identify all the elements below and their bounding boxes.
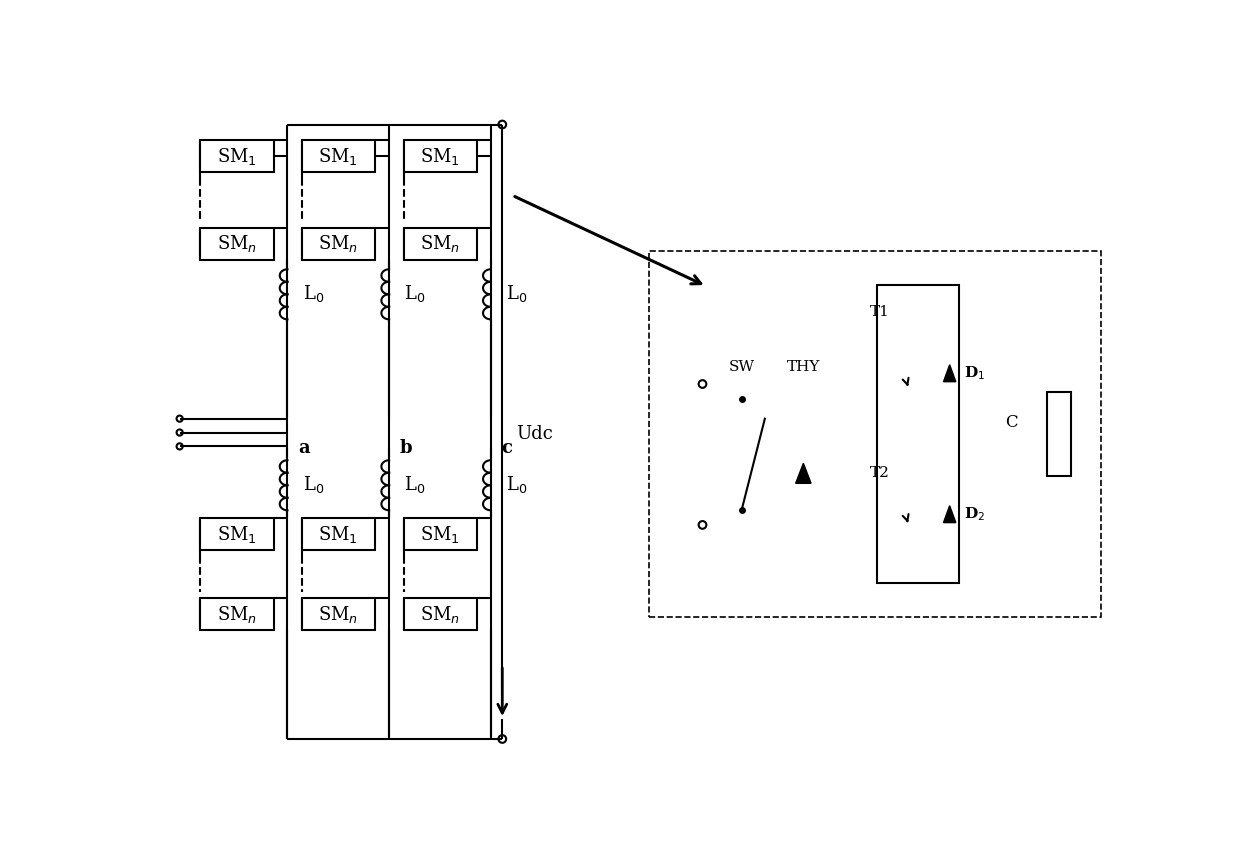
Text: SM$_n$: SM$_n$ [217,233,257,254]
Text: b: b [399,439,413,457]
Bar [303,518,376,550]
Text: L$_0$: L$_0$ [404,283,425,305]
Bar [404,598,477,631]
Text: THY: THY [786,360,820,374]
Text: D$_2$: D$_2$ [963,505,985,523]
Bar [404,140,477,172]
Text: T1: T1 [870,305,890,319]
Bar [650,251,1101,617]
Text: C: C [1006,414,1018,431]
Bar [201,140,274,172]
Text: SM$_n$: SM$_n$ [420,233,460,254]
Bar [201,518,274,550]
Bar [303,140,376,172]
Text: a: a [299,439,310,457]
Polygon shape [796,463,811,483]
Text: SM$_1$: SM$_1$ [217,146,257,166]
Text: T2: T2 [870,467,890,480]
Text: SM$_1$: SM$_1$ [217,523,257,545]
Text: SM$_n$: SM$_n$ [420,604,460,625]
Bar [303,227,376,260]
Bar [877,286,959,583]
Text: SM$_1$: SM$_1$ [319,146,358,166]
Text: D$_1$: D$_1$ [963,365,985,382]
Text: SM$_n$: SM$_n$ [319,233,358,254]
Text: SM$_n$: SM$_n$ [319,604,358,625]
Text: SM$_1$: SM$_1$ [319,523,358,545]
Bar [303,598,376,631]
Bar [201,598,274,631]
Bar [404,227,477,260]
Bar [201,227,274,260]
Text: SW: SW [729,360,755,374]
Text: c: c [501,439,512,457]
Text: SM$_n$: SM$_n$ [217,604,257,625]
Text: SM$_1$: SM$_1$ [420,146,460,166]
Text: L$_0$: L$_0$ [303,283,324,305]
Text: L$_0$: L$_0$ [404,474,425,495]
Text: SM$_1$: SM$_1$ [420,523,460,545]
Bar [404,518,477,550]
Text: L$_0$: L$_0$ [506,283,527,305]
Text: Udc: Udc [516,425,553,443]
Polygon shape [944,505,956,523]
Text: L$_0$: L$_0$ [303,474,324,495]
Bar [1047,392,1071,476]
Text: L$_0$: L$_0$ [506,474,527,495]
Polygon shape [944,365,956,382]
